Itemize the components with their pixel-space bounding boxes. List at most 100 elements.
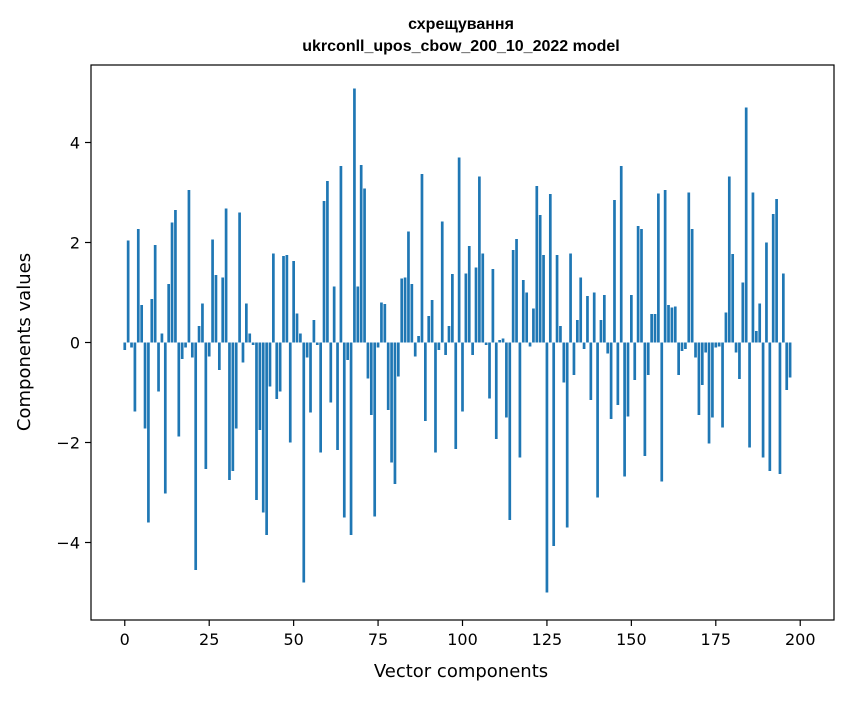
bar-component-70: [359, 165, 363, 343]
bar-component-91: [430, 300, 434, 343]
bar-component-130: [562, 342, 566, 383]
bar-component-41: [261, 342, 265, 513]
bar-component-34: [238, 212, 241, 343]
bar-component-95: [444, 342, 447, 355]
bar-component-54: [305, 342, 309, 358]
bar-component-86: [413, 342, 417, 357]
bar-component-137: [586, 296, 589, 343]
bar-component-10: [157, 342, 160, 392]
bar-component-191: [768, 342, 772, 471]
bar-component-118: [521, 280, 525, 343]
x-tick-label: 175: [701, 630, 732, 649]
x-tick-label: 125: [532, 630, 563, 649]
bar-component-88: [420, 174, 424, 343]
bar-component-154: [643, 342, 647, 456]
bar-component-149: [626, 342, 630, 417]
bar-component-43: [268, 342, 272, 387]
bar-component-92: [434, 342, 437, 453]
bar-component-104: [474, 267, 478, 343]
bar-component-96: [447, 326, 451, 343]
bar-component-39: [255, 342, 258, 500]
bar-component-111: [498, 340, 501, 343]
bar-component-33: [234, 342, 238, 429]
bar-component-190: [765, 242, 768, 343]
bar-component-115: [511, 250, 515, 343]
bar-component-28: [217, 342, 221, 370]
bar-component-197: [788, 342, 792, 378]
bar-component-167: [687, 192, 691, 343]
bar-component-65: [342, 342, 346, 518]
bar-component-132: [569, 253, 572, 343]
bar-component-31: [228, 342, 231, 480]
bar-component-11: [160, 333, 164, 343]
bar-component-53: [302, 342, 306, 583]
bar-component-147: [619, 166, 623, 343]
bar-component-7: [147, 342, 150, 523]
bar-component-64: [339, 166, 343, 343]
bar-component-66: [346, 342, 350, 360]
bar-component-44: [272, 253, 275, 343]
bar-component-155: [646, 342, 650, 375]
bar-component-139: [592, 292, 596, 343]
bar-component-150: [630, 295, 633, 343]
bar-component-45: [275, 342, 279, 399]
bar-component-0: [123, 342, 127, 350]
bar-component-121: [532, 308, 535, 343]
bar-component-55: [309, 342, 312, 413]
bar-component-178: [724, 312, 728, 343]
bar-component-98: [454, 342, 458, 449]
bar-component-109: [491, 269, 495, 343]
x-tick-label: 75: [368, 630, 388, 649]
bar-component-40: [258, 342, 262, 430]
bar-component-62: [332, 286, 336, 343]
bar-component-37: [248, 333, 252, 343]
bar-component-193: [775, 199, 778, 343]
bar-component-67: [349, 342, 353, 535]
y-tick-label: 0: [70, 334, 80, 353]
bars-group: [123, 88, 792, 593]
bar-component-27: [214, 275, 218, 343]
bar-component-161: [667, 305, 670, 343]
bar-component-151: [633, 342, 637, 380]
bar-component-188: [758, 303, 762, 343]
bar-component-25: [207, 342, 211, 357]
bar-component-102: [467, 246, 471, 343]
bar-component-184: [744, 107, 748, 343]
x-axis-label: Vector components: [374, 661, 548, 682]
bar-component-6: [143, 342, 147, 429]
bar-component-156: [650, 314, 653, 343]
bar-component-63: [336, 342, 339, 450]
bar-component-165: [680, 342, 684, 351]
bar-component-175: [714, 342, 718, 348]
bar-component-182: [738, 342, 741, 379]
bar-component-68: [353, 88, 356, 343]
bar-component-133: [572, 342, 576, 375]
bar-component-99: [457, 157, 461, 343]
bar-component-183: [741, 282, 745, 343]
bar-component-26: [211, 239, 214, 343]
x-tick-label: 50: [283, 630, 303, 649]
bar-component-162: [670, 307, 674, 343]
bar-component-35: [241, 342, 245, 363]
bar-component-135: [579, 277, 583, 343]
bar-component-4: [136, 229, 140, 343]
bar-component-144: [609, 342, 613, 419]
bar-component-138: [589, 342, 593, 400]
bar-component-145: [613, 200, 616, 343]
bar-component-180: [731, 254, 735, 343]
bar-component-14: [170, 222, 174, 343]
bar-component-30: [224, 208, 228, 343]
bar-component-38: [251, 342, 255, 345]
y-axis-ticks: −4 −2 0 2 4: [56, 134, 91, 553]
bar-component-79: [390, 342, 393, 463]
bar-component-119: [525, 292, 529, 343]
bar-component-105: [478, 176, 481, 343]
bar-component-192: [771, 214, 775, 343]
bar-component-157: [653, 314, 657, 343]
bar-component-32: [231, 342, 235, 471]
bar-component-83: [403, 277, 407, 343]
bar-component-179: [727, 176, 731, 343]
bar-component-107: [484, 342, 488, 345]
bar-component-112: [501, 338, 505, 343]
